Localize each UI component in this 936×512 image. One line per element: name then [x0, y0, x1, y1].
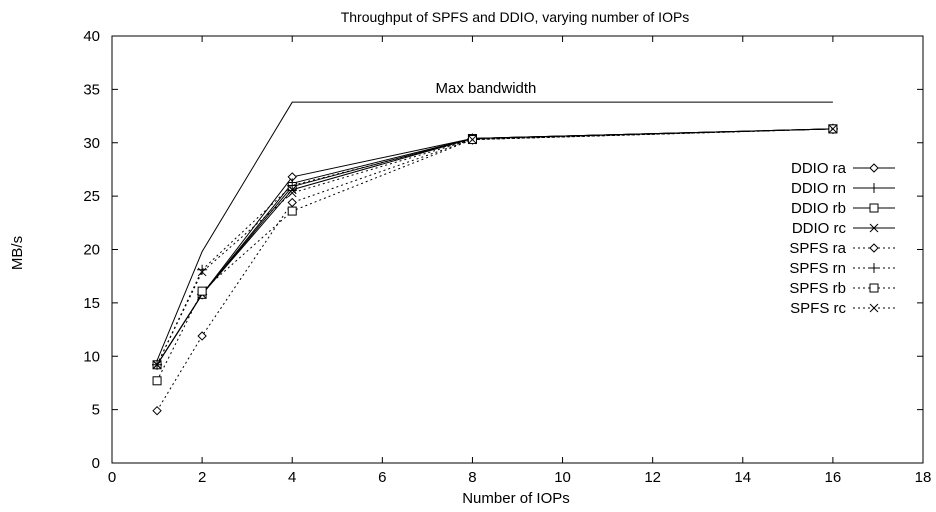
- series-line: [156, 128, 833, 366]
- legend: DDIO ra DDIO rn DDIO rb DDIO rc SPFS ra SPFS …: [789, 160, 895, 317]
- legend-item: DDIO ra: [791, 160, 895, 177]
- legend-item: DDIO rc: [792, 220, 895, 237]
- legend-marker: [869, 283, 879, 293]
- legend-label: DDIO rn: [791, 180, 846, 197]
- data-point: [468, 135, 477, 144]
- series-ddio-rc: [152, 124, 838, 370]
- data-point: [287, 188, 297, 198]
- data-point: [197, 286, 207, 296]
- data-point: [197, 331, 207, 341]
- series-line: [156, 128, 833, 366]
- series-ddio-ra: [152, 124, 838, 370]
- legend-label: DDIO rb: [791, 200, 846, 217]
- series-line: [156, 128, 833, 366]
- chart-title: Throughput of SPFS and DDIO, varying num…: [341, 9, 690, 25]
- y-axis-title: MB/s: [9, 236, 26, 270]
- x-tick-label: 10: [554, 469, 571, 486]
- series-spfs-ra: [152, 124, 838, 416]
- data-series: [152, 123, 838, 416]
- series-ddio-rn: [152, 123, 838, 370]
- data-point: [152, 405, 162, 416]
- y-tick-label: 25: [83, 188, 100, 205]
- x-tick-label: 12: [644, 469, 661, 486]
- data-point: [287, 206, 297, 216]
- y-tick-label: 35: [83, 81, 100, 98]
- series-line: [156, 128, 833, 366]
- data-point: [197, 264, 208, 275]
- x-tick-label: 4: [288, 469, 296, 486]
- series-ddio-rb: [152, 124, 838, 370]
- y-tick-label: 0: [92, 455, 100, 472]
- y-tick-label: 20: [83, 242, 100, 259]
- max-bandwidth-line: [156, 101, 833, 361]
- legend-marker: [869, 303, 879, 313]
- x-tick-label: 6: [378, 469, 386, 486]
- series-line: [156, 128, 833, 366]
- x-tick-label: 14: [734, 469, 751, 486]
- x-tick-label: 0: [108, 469, 116, 486]
- legend-marker: [869, 183, 879, 193]
- legend-item: DDIO rn: [791, 180, 895, 197]
- data-point: [197, 267, 207, 277]
- legend-label: SPFS rc: [790, 300, 846, 317]
- legend-marker: [869, 203, 879, 213]
- legend-item: SPFS ra: [789, 240, 895, 257]
- series-spfs-rn: [152, 123, 838, 370]
- legend-marker: [869, 243, 879, 253]
- legend-item: DDIO rb: [791, 200, 895, 217]
- y-tick-label: 40: [83, 28, 100, 45]
- y-tick-label: 15: [83, 295, 100, 312]
- y-tick-label: 5: [92, 402, 100, 419]
- x-tick-label: 18: [915, 469, 932, 486]
- legend-marker: [869, 263, 879, 273]
- max-bandwidth-label: Max bandwidth: [436, 80, 537, 97]
- data-point: [828, 124, 838, 134]
- x-axis-title: Number of IOPs: [462, 490, 570, 507]
- x-tick-label: 8: [468, 469, 476, 486]
- series-spfs-rc: [152, 124, 838, 370]
- data-point: [287, 197, 297, 208]
- series-line: [156, 128, 833, 411]
- data-point: [152, 376, 162, 386]
- legend-label: SPFS rn: [789, 260, 846, 277]
- y-tick-label: 30: [83, 135, 100, 152]
- data-point: [152, 360, 162, 370]
- data-point: [287, 180, 298, 191]
- x-tick-label: 2: [198, 469, 206, 486]
- x-tick-label: 16: [825, 469, 842, 486]
- legend-label: SPFS ra: [789, 240, 846, 257]
- legend-label: DDIO rc: [792, 220, 847, 237]
- legend-item: SPFS rb: [789, 280, 895, 297]
- legend-item: SPFS rc: [790, 300, 895, 317]
- axes: 0 2 4 6 8 10 12 14 16 18 0 5 10 15 20 25 30 35 40: [83, 28, 931, 486]
- legend-marker: [869, 223, 879, 233]
- legend-label: DDIO ra: [791, 160, 847, 177]
- series-line: [156, 128, 833, 366]
- series-spfs-rb: [152, 124, 838, 386]
- legend-marker: [869, 163, 879, 173]
- y-tick-label: 10: [83, 348, 100, 365]
- legend-label: SPFS rb: [789, 280, 846, 297]
- max-bandwidth-reference: Max bandwidth: [156, 80, 833, 361]
- series-line: [156, 128, 833, 382]
- legend-item: SPFS rn: [789, 260, 895, 277]
